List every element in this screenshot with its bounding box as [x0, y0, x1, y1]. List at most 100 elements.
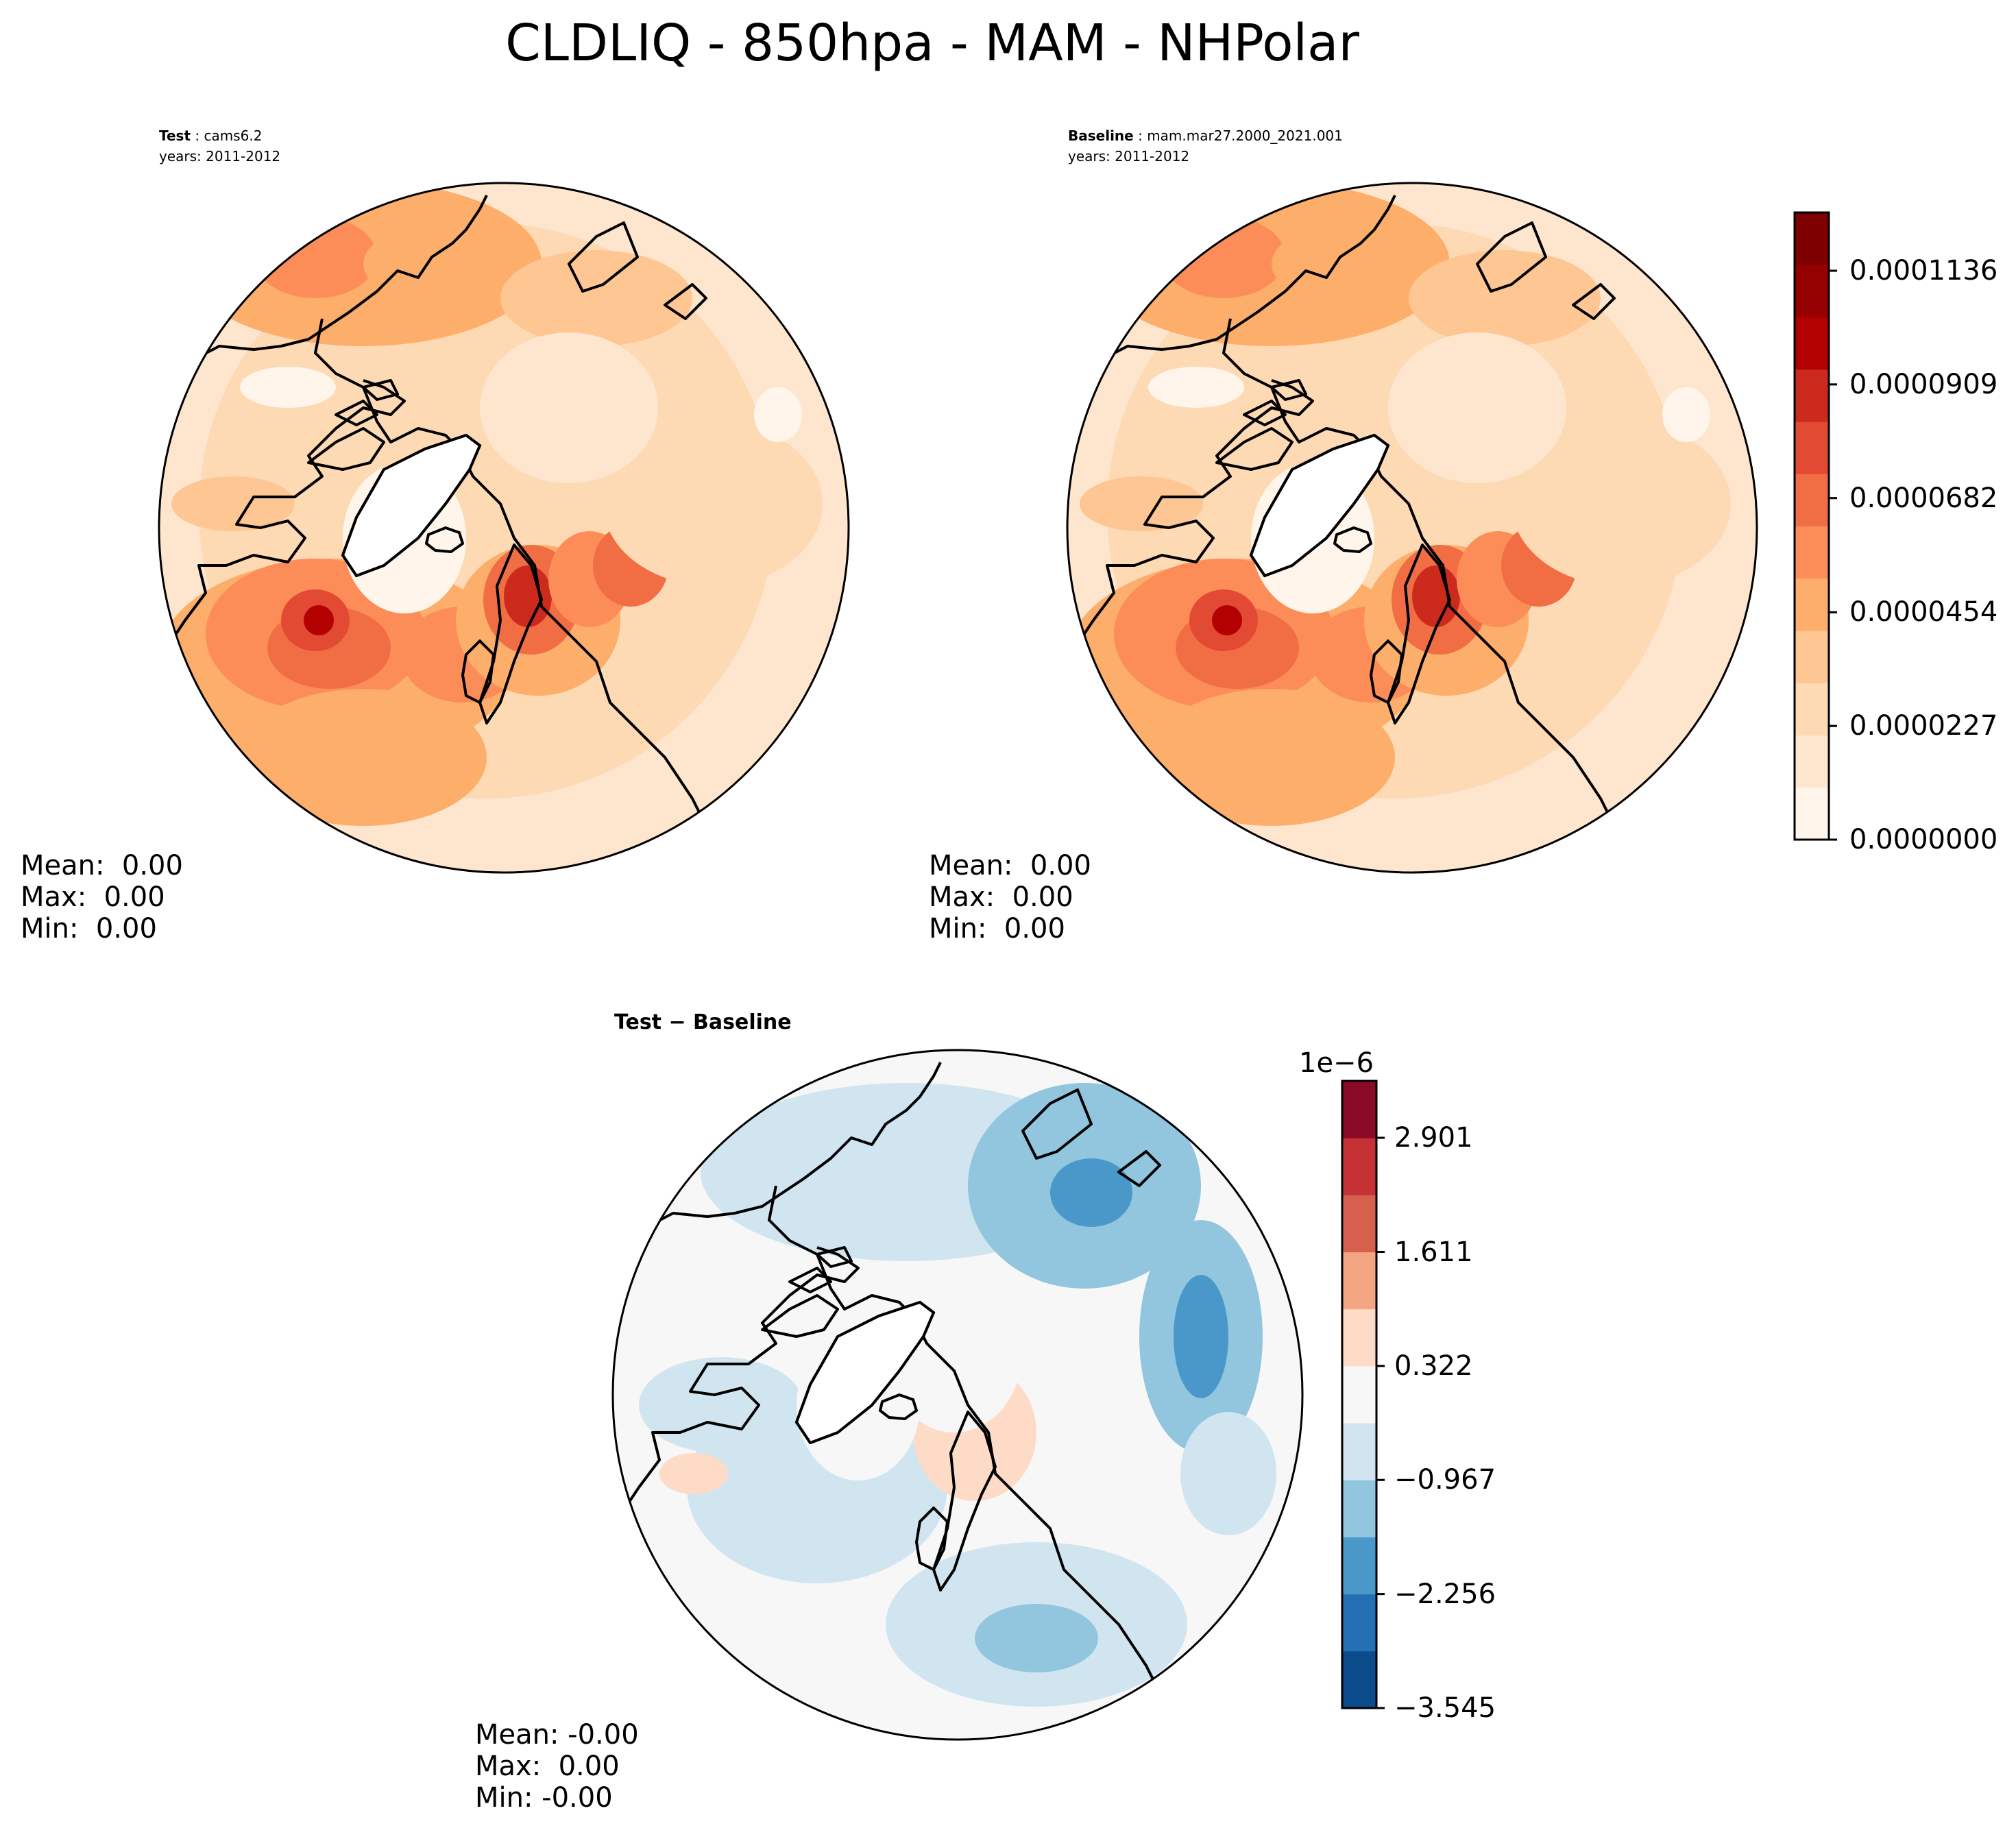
test-contour-4: [363, 223, 528, 305]
test-coastline-russiaArctic: [314, 318, 714, 840]
diff-colorbar-tick-label-5: 2.901: [1394, 1122, 1473, 1154]
diff-contour-9: [975, 1604, 1098, 1672]
diff-coastline-archipelago: [761, 1246, 853, 1338]
main-colorbar-tick-label-3: 0.0000682: [1849, 482, 1998, 514]
test-boundary: [158, 182, 850, 874]
diff-contour-13: [1180, 1412, 1276, 1535]
baseline-label: Baseline: [1068, 127, 1134, 144]
test-coastline-alaskaSiberia: [186, 195, 488, 365]
diff-contour-7: [639, 1357, 803, 1453]
diff-colorbar-level-1: [1342, 1594, 1376, 1652]
diff-colorbar-tick-label-1: −2.256: [1394, 1578, 1496, 1610]
diff-coastline-scandinavia: [932, 1411, 997, 1592]
test-contour-22: [480, 332, 658, 483]
base-coastline-archipelago: [1215, 379, 1307, 471]
main-colorbar-level-7: [1795, 422, 1829, 474]
diff-stat-min: Min: -0.00: [475, 1782, 613, 1814]
main-colorbar-frame: [1793, 211, 1830, 841]
base-contour-3: [1162, 216, 1285, 298]
base-greenland-mask: [1249, 433, 1390, 578]
diff-colorbar-frame: [1341, 1080, 1378, 1709]
test-coastline-kamchatka: [568, 221, 639, 293]
base-coastline-scandinavia: [1387, 544, 1451, 724]
base-contour-16: [1412, 565, 1460, 627]
test-contour-20: [171, 476, 295, 531]
test-stat-min: Min: 0.00: [21, 913, 157, 945]
base-contour-20: [1080, 476, 1203, 531]
test-contour-16: [504, 565, 552, 627]
base-coastline-uk: [1370, 639, 1403, 704]
base-contour-23: [1148, 367, 1244, 408]
test-contour-19: [240, 689, 487, 826]
figure-title: CLDLIQ - 850hpa - MAM - NHPolar: [505, 14, 1359, 73]
base-contour-5: [1409, 250, 1601, 346]
main-colorbar-tick-label-5: 0.0001136: [1849, 255, 1998, 287]
diff-coastline-iceland: [879, 1393, 918, 1420]
diff-contour-5: [1174, 1275, 1228, 1398]
base-coastline-russiaArctic: [1222, 318, 1623, 840]
diff-coastline-kamchatka: [1021, 1088, 1093, 1160]
baseline-stat-max: Max: 0.00: [929, 881, 1073, 913]
base-contour-22: [1388, 332, 1566, 483]
diff-colorbar-level-0: [1342, 1650, 1376, 1709]
diff-colorbar-level-4: [1342, 1423, 1376, 1480]
diff-map: [611, 1049, 1304, 1741]
diff-coastline-russiaArctic: [768, 1185, 1168, 1707]
diff-colorbar-tick-label-2: −0.967: [1394, 1464, 1496, 1496]
main-colorbar-level-6: [1795, 474, 1829, 526]
base-coastline-canada: [1067, 379, 1314, 663]
base-contour-19: [1148, 689, 1395, 826]
diff-greenland-mask: [794, 1300, 936, 1445]
main-colorbar-level-5: [1795, 526, 1829, 579]
diff-colorbar-level-7: [1342, 1252, 1376, 1310]
diff-coastline-uk: [915, 1507, 949, 1571]
diff-colorbar-level-8: [1342, 1195, 1376, 1253]
main-colorbar-tick-label-2: 0.0000454: [1849, 596, 1998, 629]
diff-colorbar-level-3: [1342, 1480, 1376, 1537]
diff-coastline-alaskaSiberia: [640, 1062, 942, 1232]
main-colorbar: [1793, 211, 1837, 841]
baseline-stat-mean: Mean: 0.00: [929, 850, 1091, 881]
main-colorbar-level-4: [1795, 578, 1829, 631]
test-years: years: 2011-2012: [159, 148, 281, 164]
main-colorbar-level-2: [1795, 683, 1829, 735]
main-colorbar-level-10: [1795, 265, 1829, 317]
main-colorbar-tick-label-0: 0.0000000: [1849, 824, 1998, 855]
test-greenland-mask: [341, 433, 482, 578]
diff-colorbar-level-5: [1342, 1365, 1376, 1424]
base-coastline-japan: [1572, 283, 1616, 320]
diff-contour-3: [1050, 1158, 1132, 1227]
main-colorbar-tick-label-4: 0.0000909: [1849, 368, 1998, 400]
test-coastline-iceland: [425, 526, 464, 553]
test-panel-title: Test : cams6.2: [159, 127, 263, 144]
diff-colorbar-tick-label-4: 1.611: [1394, 1236, 1473, 1268]
test-coastline-canada: [159, 379, 406, 663]
test-contour-12: [304, 605, 334, 635]
baseline-panel-title: Baseline : mam.mar27.2000_2021.001: [1068, 127, 1343, 144]
diff-coastline-canada: [613, 1246, 860, 1530]
base-boundary: [1066, 182, 1758, 874]
test-name: cams6.2: [204, 127, 263, 144]
base-coastline-alaskaSiberia: [1094, 195, 1396, 365]
test-map: [158, 182, 850, 874]
diff-panel-title: Test − Baseline: [614, 1010, 792, 1034]
test-contour-23: [240, 367, 336, 408]
baseline-stat-min: Min: 0.00: [929, 913, 1065, 945]
main-colorbar-level-8: [1795, 369, 1829, 422]
test-contour-3: [254, 216, 377, 298]
test-contour-24: [754, 387, 802, 442]
base-contour-24: [1662, 387, 1710, 442]
baseline-map: [1066, 182, 1758, 874]
baseline-years: years: 2011-2012: [1068, 148, 1190, 164]
main-colorbar-tick-label-1: 0.0000227: [1849, 710, 1998, 742]
main-colorbar-level-0: [1795, 787, 1829, 840]
base-coastline-iceland: [1333, 526, 1372, 553]
test-stat-mean: Mean: 0.00: [21, 850, 183, 881]
diff-colorbar-level-6: [1342, 1308, 1376, 1367]
test-contour-5: [500, 250, 692, 346]
base-contour-12: [1212, 605, 1242, 635]
test-label: Test: [159, 127, 191, 144]
test-coastline-scandinavia: [478, 544, 543, 724]
diff-colorbar-tick-label-3: 0.322: [1394, 1350, 1473, 1382]
main-colorbar-level-1: [1795, 735, 1829, 788]
